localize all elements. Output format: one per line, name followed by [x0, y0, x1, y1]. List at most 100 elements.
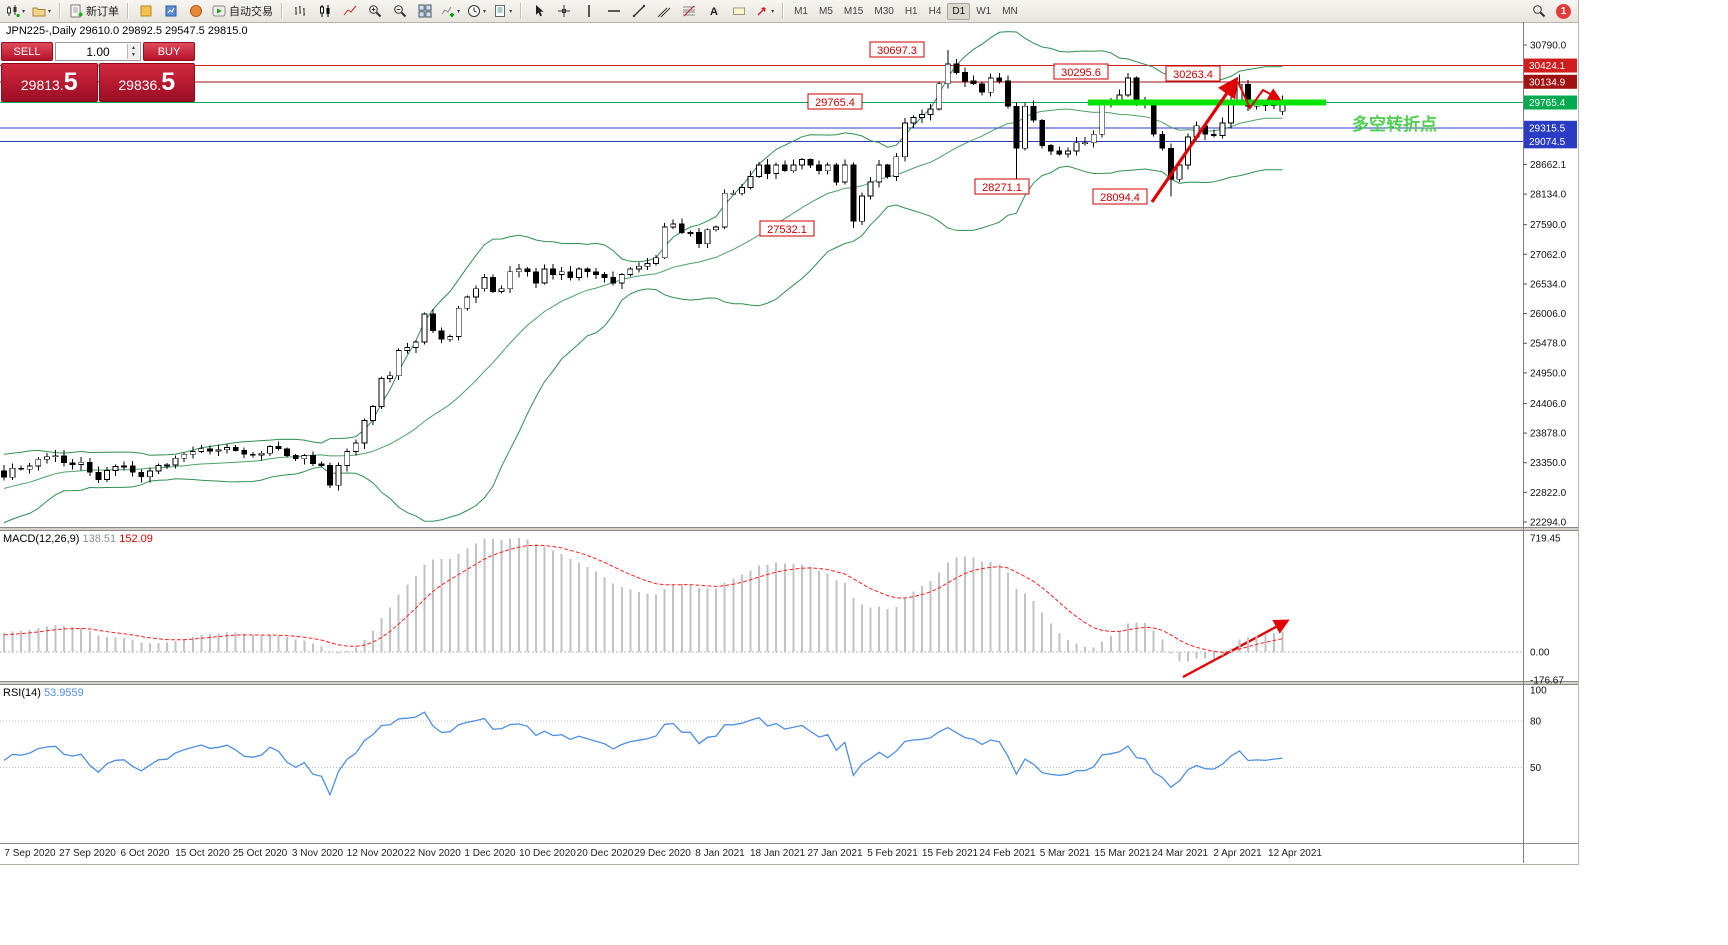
new-chart-icon[interactable]: ▾ — [3, 1, 28, 21]
timeframe-M15[interactable]: M15 — [843, 5, 864, 17]
bar-chart-icon[interactable] — [288, 1, 312, 21]
new-order-button-label: 新订单 — [86, 6, 120, 18]
svg-text:30295.6: 30295.6 — [1061, 67, 1101, 79]
date-axis-label: 12 Apr 2021 — [1268, 848, 1322, 859]
vertical-line-icon[interactable] — [577, 1, 601, 21]
rsi-axis-label: 50 — [1530, 763, 1542, 774]
timeframe-H1[interactable]: H1 — [904, 5, 918, 17]
fibonacci-icon[interactable] — [677, 1, 701, 21]
price-axis-label: 30790.0 — [1530, 41, 1567, 52]
horizontal-line-icon[interactable] — [602, 1, 626, 21]
timeframe-MN[interactable]: MN — [1002, 5, 1018, 17]
sell-button[interactable]: SELL — [1, 42, 53, 61]
svg-text:30424.1: 30424.1 — [1529, 61, 1566, 72]
buy-button[interactable]: BUY — [143, 42, 195, 61]
periods-icon[interactable]: ▾ — [464, 1, 489, 21]
crosshair-icon[interactable] — [552, 1, 576, 21]
turning-point-note[interactable]: 多空转折点 — [1352, 114, 1437, 134]
timeframe-M30[interactable]: M30 — [874, 5, 894, 17]
community-icon[interactable] — [184, 1, 208, 21]
autotrade-button-label: 自动交易 — [229, 6, 274, 18]
price-annotation[interactable]: 28094.4 — [1092, 188, 1148, 205]
panel-separator[interactable] — [0, 527, 1578, 531]
price-axis-label: 24406.0 — [1530, 399, 1567, 410]
date-axis-label: 15 Oct 2020 — [175, 848, 230, 859]
toolbar-separator — [281, 3, 284, 19]
price-axis-label: 27062.0 — [1530, 250, 1567, 261]
macd-main-value: 138.51 — [82, 533, 117, 545]
timeframe-D1[interactable]: D1 — [947, 2, 971, 20]
price-axis[interactable]: 30790.0 28662.1 28134.0 27590.0 27062.0 26534… — [1523, 41, 1577, 775]
price-axis-label: 25478.0 — [1530, 339, 1567, 350]
channel-icon[interactable] — [652, 1, 676, 21]
profiles-icon[interactable]: ▾ — [29, 1, 54, 21]
toolbar-separator — [520, 3, 523, 19]
toolbar-separator — [127, 3, 130, 19]
market-icon[interactable] — [159, 1, 183, 21]
sell-price-big-digit: 5 — [63, 68, 78, 96]
rsi-value: 53.9559 — [43, 687, 84, 699]
label-icon[interactable] — [727, 1, 751, 21]
svg-text:28271.1: 28271.1 — [982, 182, 1022, 194]
chart-title: JPN225-,Daily 29610.0 29892.5 29547.5 29… — [6, 25, 248, 37]
timeframe-W1[interactable]: W1 — [976, 5, 992, 17]
svg-text:A: A — [710, 6, 718, 18]
toolbar-separator — [782, 3, 785, 19]
timeframe-M1[interactable]: M1 — [794, 5, 808, 17]
time-axis[interactable]: 7 Sep 2020 27 Sep 2020 6 Oct 2020 15 Oct 20… — [4, 848, 1322, 859]
indicators-icon[interactable]: ▾ — [438, 1, 463, 21]
tile-windows-icon[interactable] — [413, 1, 437, 21]
notification-badge[interactable]: 1 — [1556, 3, 1571, 19]
svg-text:29765.4: 29765.4 — [815, 97, 855, 109]
arrows-icon[interactable]: ▾ — [752, 1, 777, 21]
date-axis-label: 5 Feb 2021 — [867, 848, 918, 859]
cursor-icon[interactable] — [527, 1, 551, 21]
price-axis-badge: 29074.5 — [1524, 134, 1577, 149]
price-annotation[interactable]: 30697.3 — [869, 41, 925, 58]
chart-area: 30697.3 30295.6 30263.4 29765.4 28271.1 28094… — [0, 22, 1578, 863]
macd-trend-arrow[interactable] — [1182, 619, 1290, 679]
svg-text:27532.1: 27532.1 — [767, 224, 807, 236]
price-annotation[interactable]: 30263.4 — [1165, 65, 1221, 82]
mt4-window: ▾ ▾ 新订单 自动交易 ▾ ▾ ▾ A ▾ M1 M5 M15 M30 H1 H4 D1 W1 MN 1 3069… — [0, 0, 1579, 865]
toolbar-separator — [59, 3, 62, 19]
pullback-arrow[interactable] — [1237, 81, 1282, 110]
date-axis-label: 5 Mar 2021 — [1040, 848, 1091, 859]
price-annotation[interactable]: 27532.1 — [759, 220, 815, 237]
line-chart-icon[interactable] — [338, 1, 362, 21]
svg-text:30263.4: 30263.4 — [1173, 69, 1213, 81]
templates-icon[interactable]: ▾ — [490, 1, 515, 21]
dropdown-caret-icon: ▾ — [48, 8, 52, 15]
candlestick-icon[interactable] — [313, 1, 337, 21]
price-axis-badge: 29765.4 — [1524, 95, 1577, 110]
timeframe-H4[interactable]: H4 — [928, 5, 942, 17]
metaeditor-icon[interactable] — [134, 1, 158, 21]
price-annotation[interactable]: 28271.1 — [974, 178, 1030, 195]
sell-price-display[interactable]: 29813. 5 — [1, 63, 98, 102]
new-order-button[interactable]: 新订单 — [66, 1, 122, 21]
zoom-out-icon[interactable] — [388, 1, 412, 21]
zoom-in-icon[interactable] — [363, 1, 387, 21]
timeframe-M5[interactable]: M5 — [819, 5, 833, 17]
text-icon[interactable]: A — [702, 1, 726, 21]
rally-arrow[interactable] — [1150, 76, 1239, 203]
macd-indicator-label: MACD(12,26,9) 138.51 152.09 — [3, 533, 153, 545]
price-annotation[interactable]: 30295.6 — [1053, 63, 1109, 80]
panel-separator[interactable] — [0, 681, 1578, 685]
volume-spinner[interactable]: ▲ ▼ — [127, 44, 139, 59]
date-axis-label: 24 Feb 2021 — [979, 848, 1036, 859]
macd-axis-label: 0.00 — [1530, 648, 1550, 659]
macd-histogram — [3, 538, 1284, 662]
trendline-icon[interactable] — [627, 1, 651, 21]
search-icon[interactable] — [1527, 1, 1551, 21]
autotrade-button[interactable]: 自动交易 — [209, 1, 276, 21]
rsi-axis-label: 100 — [1530, 686, 1547, 697]
buy-price-display[interactable]: 29836. 5 — [98, 63, 195, 102]
volume-input[interactable]: 1.00 ▲ ▼ — [55, 42, 141, 61]
spinner-up-icon[interactable]: ▲ — [128, 44, 139, 52]
main-toolbar: ▾ ▾ 新订单 自动交易 ▾ ▾ ▾ A ▾ M1 M5 M15 M30 H1 H4 D1 W1 MN 1 — [0, 0, 1578, 23]
date-axis-label: 18 Jan 2021 — [750, 848, 805, 859]
rsi-axis-label: 80 — [1530, 717, 1542, 728]
spinner-down-icon[interactable]: ▼ — [128, 51, 139, 59]
price-annotation[interactable]: 29765.4 — [807, 93, 863, 110]
